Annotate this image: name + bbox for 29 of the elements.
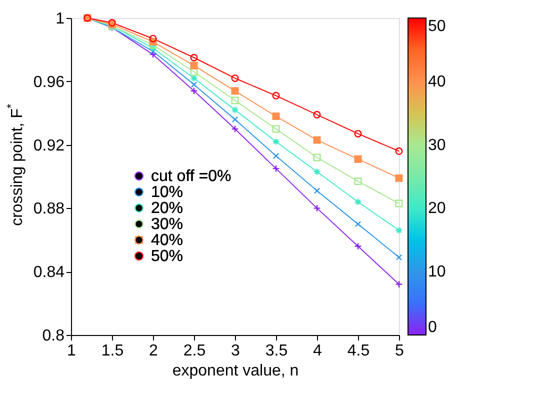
- x-tick-label: 1.5: [101, 342, 124, 360]
- legend-label: cut off =0%: [151, 168, 232, 185]
- y-axis-title: crossing point, F*: [4, 104, 26, 226]
- x-tick-label: 2: [149, 342, 158, 360]
- x-axis-title: exponent value, n: [172, 362, 299, 380]
- color-bar-label: 40: [428, 73, 446, 90]
- y-tick-label: 1: [56, 10, 65, 28]
- color-bar-label: 0: [428, 319, 437, 336]
- color-bar-label: 30: [428, 136, 446, 154]
- legend-label: 50%: [151, 248, 184, 265]
- x-tick-label: 3: [231, 342, 240, 360]
- color-bar-label: 20: [428, 200, 446, 218]
- x-tick-label: 4.5: [347, 342, 370, 360]
- y-tick-label: 0.84: [33, 264, 65, 282]
- x-tick-label: 1: [67, 342, 76, 360]
- y-tick-label: 0.88: [33, 200, 65, 218]
- y-tick-label: 0.92: [33, 137, 65, 154]
- legend-label: 30%: [151, 216, 184, 233]
- x-tick-label: 3.5: [265, 342, 288, 360]
- x-tick-label: 4: [313, 342, 322, 360]
- x-tick-label: 5: [395, 342, 404, 360]
- legend-label: 10%: [151, 184, 184, 201]
- y-tick-label: 0.8: [42, 328, 65, 344]
- legend-label: 40%: [151, 232, 184, 249]
- y-tick-label: 0.96: [33, 74, 65, 91]
- legend-label: 20%: [151, 200, 184, 217]
- x-tick-label: 2.5: [183, 342, 206, 360]
- color-bar-label: 50: [428, 18, 446, 35]
- color-bar-label: 10: [428, 264, 446, 281]
